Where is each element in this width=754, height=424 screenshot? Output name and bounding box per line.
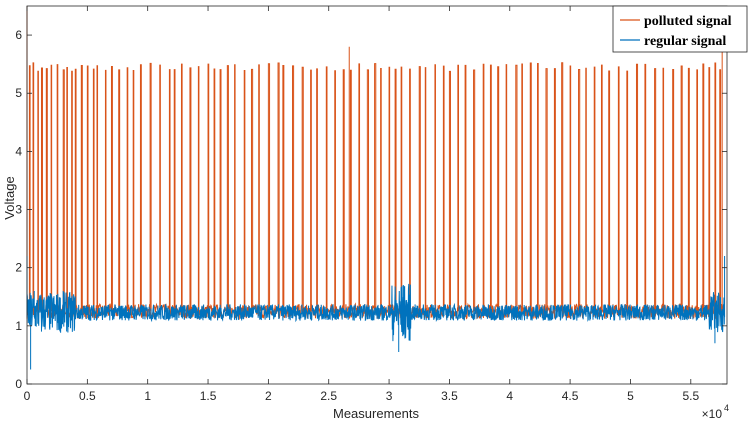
x-tick-label: 1 <box>144 389 151 403</box>
y-tick-label: 4 <box>15 144 22 158</box>
axes-layer <box>26 5 728 385</box>
y-tick-label: 0 <box>15 377 22 391</box>
legend-box <box>612 5 748 53</box>
x-tick-label: 4.5 <box>562 389 579 403</box>
y-tick-label: 6 <box>15 28 22 42</box>
y-tick-label: 2 <box>15 261 22 275</box>
y-tick-label: 3 <box>15 203 22 217</box>
plot-background <box>27 6 727 384</box>
x-exponent-label: ×10 <box>702 407 723 421</box>
x-tick-label: 3.5 <box>441 389 458 403</box>
x-tick-label: 2.5 <box>320 389 337 403</box>
y-tick-label: 1 <box>15 319 22 333</box>
plot-area <box>27 6 727 384</box>
series-layer <box>26 6 726 370</box>
x-tick-label: 5.5 <box>682 389 699 403</box>
x-tick-label: 0.5 <box>79 389 96 403</box>
y-tick-label: 5 <box>15 86 22 100</box>
y-axis-label: Voltage <box>2 176 17 219</box>
x-tick-label: 0 <box>24 389 31 403</box>
x-tick-label: 2 <box>265 389 272 403</box>
axes-box <box>26 5 728 385</box>
legend-label-polluted: polluted signal <box>644 14 732 29</box>
x-tick-label: 4 <box>506 389 513 403</box>
ticks-layer: 0 0.5 1 1.5 2 2.5 3 3.5 4 4.5 5 5.5 0 1 2 3 4 5 6 <box>15 6 727 403</box>
x-tick-label: 1.5 <box>200 389 217 403</box>
x-tick-label: 5 <box>627 389 634 403</box>
x-exponent-power: 4 <box>724 403 729 413</box>
x-axis-label: Measurements <box>333 406 419 421</box>
legend-label-regular: regular signal <box>644 34 726 49</box>
legend: polluted signal regular signal <box>612 5 748 53</box>
x-tick-label: 3 <box>386 389 393 403</box>
